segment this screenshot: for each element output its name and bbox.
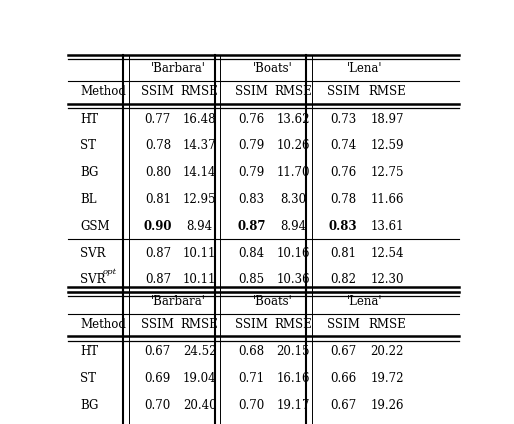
Text: 14.14: 14.14 [183, 166, 216, 179]
Text: 20.40: 20.40 [183, 399, 216, 412]
Text: 'Boats': 'Boats' [252, 62, 292, 75]
Text: 0.85: 0.85 [238, 273, 265, 286]
Text: 0.67: 0.67 [145, 345, 171, 358]
Text: SSIM: SSIM [141, 85, 174, 98]
Text: RMSE: RMSE [274, 318, 312, 330]
Text: 19.17: 19.17 [277, 399, 310, 412]
Text: 10.11: 10.11 [183, 246, 216, 259]
Text: SSIM: SSIM [235, 318, 268, 330]
Text: BG: BG [80, 166, 99, 179]
Text: 10.11: 10.11 [183, 273, 216, 286]
Text: ST: ST [80, 372, 96, 385]
Text: 0.67: 0.67 [330, 399, 356, 412]
Text: BG: BG [80, 399, 99, 412]
Text: 8.30: 8.30 [280, 193, 306, 206]
Text: 0.80: 0.80 [145, 166, 171, 179]
Text: 24.52: 24.52 [183, 345, 216, 358]
Text: 0.79: 0.79 [238, 139, 265, 153]
Text: 19.26: 19.26 [370, 399, 403, 412]
Text: 0.78: 0.78 [145, 139, 171, 153]
Text: 0.76: 0.76 [330, 166, 356, 179]
Text: Method: Method [80, 85, 126, 98]
Text: 0.78: 0.78 [330, 193, 356, 206]
Text: 0.87: 0.87 [237, 220, 266, 233]
Text: SVR: SVR [80, 246, 106, 259]
Text: 12.30: 12.30 [370, 273, 403, 286]
Text: 16.16: 16.16 [277, 372, 310, 385]
Text: 10.16: 10.16 [277, 246, 310, 259]
Text: 13.62: 13.62 [277, 113, 310, 126]
Text: 0.70: 0.70 [238, 399, 265, 412]
Text: 'Boats': 'Boats' [252, 295, 292, 308]
Text: Method: Method [80, 318, 126, 330]
Text: 20.15: 20.15 [277, 345, 310, 358]
Text: 'Barbara': 'Barbara' [151, 62, 206, 75]
Text: HT: HT [80, 345, 98, 358]
Text: RMSE: RMSE [181, 318, 218, 330]
Text: 20.22: 20.22 [370, 345, 403, 358]
Text: 12.59: 12.59 [370, 139, 403, 153]
Text: 12.54: 12.54 [370, 246, 403, 259]
Text: 16.48: 16.48 [183, 113, 216, 126]
Text: 0.77: 0.77 [145, 113, 171, 126]
Text: 19.04: 19.04 [183, 372, 216, 385]
Text: 0.70: 0.70 [145, 399, 171, 412]
Text: 0.83: 0.83 [329, 220, 357, 233]
Text: 11.70: 11.70 [277, 166, 310, 179]
Text: 0.81: 0.81 [145, 193, 171, 206]
Text: 'Barbara': 'Barbara' [151, 295, 206, 308]
Text: SSIM: SSIM [235, 85, 268, 98]
Text: BL: BL [80, 193, 97, 206]
Text: 12.95: 12.95 [183, 193, 216, 206]
Text: 0.74: 0.74 [330, 139, 356, 153]
Text: 12.75: 12.75 [370, 166, 403, 179]
Text: 0.66: 0.66 [330, 372, 356, 385]
Text: 'Lena': 'Lena' [347, 295, 383, 308]
Text: GSM: GSM [80, 220, 110, 233]
Text: 0.81: 0.81 [330, 246, 356, 259]
Text: 0.76: 0.76 [238, 113, 265, 126]
Text: HT: HT [80, 113, 98, 126]
Text: SSIM: SSIM [141, 318, 174, 330]
Text: 0.82: 0.82 [330, 273, 356, 286]
Text: 13.61: 13.61 [370, 220, 403, 233]
Text: RMSE: RMSE [368, 318, 406, 330]
Text: RMSE: RMSE [181, 85, 218, 98]
Text: 0.87: 0.87 [145, 273, 171, 286]
Text: 8.94: 8.94 [187, 220, 213, 233]
Text: 18.97: 18.97 [370, 113, 403, 126]
Text: 0.68: 0.68 [238, 345, 265, 358]
Text: 10.36: 10.36 [277, 273, 310, 286]
Text: 11.66: 11.66 [370, 193, 403, 206]
Text: 0.90: 0.90 [143, 220, 172, 233]
Text: SSIM: SSIM [327, 85, 359, 98]
Text: opt: opt [103, 268, 117, 276]
Text: 10.26: 10.26 [277, 139, 310, 153]
Text: RMSE: RMSE [274, 85, 312, 98]
Text: 0.69: 0.69 [145, 372, 171, 385]
Text: ST: ST [80, 139, 96, 153]
Text: SVR: SVR [80, 273, 106, 286]
Text: 0.83: 0.83 [238, 193, 265, 206]
Text: SSIM: SSIM [327, 318, 359, 330]
Text: 0.79: 0.79 [238, 166, 265, 179]
Text: 8.94: 8.94 [280, 220, 306, 233]
Text: 14.37: 14.37 [183, 139, 216, 153]
Text: 0.84: 0.84 [238, 246, 265, 259]
Text: 0.71: 0.71 [238, 372, 265, 385]
Text: 0.73: 0.73 [330, 113, 356, 126]
Text: 'Lena': 'Lena' [347, 62, 383, 75]
Text: 19.72: 19.72 [370, 372, 403, 385]
Text: 0.87: 0.87 [145, 246, 171, 259]
Text: RMSE: RMSE [368, 85, 406, 98]
Text: 0.67: 0.67 [330, 345, 356, 358]
